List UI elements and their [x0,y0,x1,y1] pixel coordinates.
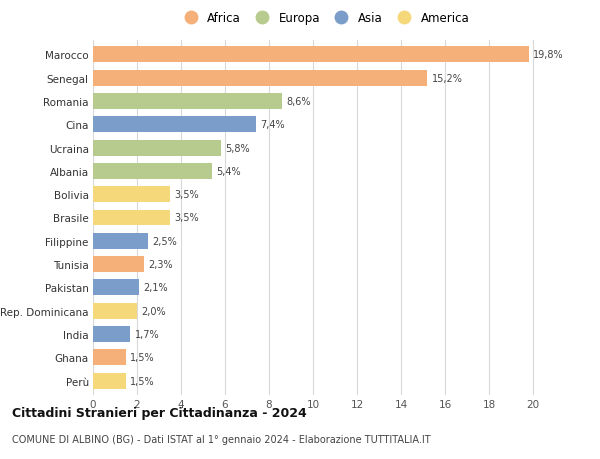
Bar [93,280,139,296]
Text: Cittadini Stranieri per Cittadinanza - 2024: Cittadini Stranieri per Cittadinanza - 2… [12,406,307,419]
Bar [93,257,143,273]
Text: 5,8%: 5,8% [225,143,250,153]
Text: 3,5%: 3,5% [175,190,199,200]
Bar [93,303,137,319]
Bar [93,210,170,226]
Text: 19,8%: 19,8% [533,50,563,60]
Text: 1,5%: 1,5% [130,353,155,363]
Bar [93,373,126,389]
Text: 1,7%: 1,7% [135,329,160,339]
Bar [93,47,529,63]
Bar [93,140,221,156]
Text: 15,2%: 15,2% [432,73,463,84]
Text: 7,4%: 7,4% [260,120,285,130]
Bar [93,187,170,203]
Text: 2,5%: 2,5% [152,236,177,246]
Bar [93,233,148,249]
Bar [93,71,427,86]
Bar [93,350,126,365]
Text: 2,0%: 2,0% [142,306,166,316]
Bar [93,326,130,342]
Text: 3,5%: 3,5% [175,213,199,223]
Legend: Africa, Europa, Asia, America: Africa, Europa, Asia, America [175,8,473,28]
Bar [93,117,256,133]
Text: 8,6%: 8,6% [287,97,311,107]
Text: 5,4%: 5,4% [216,167,241,177]
Text: 1,5%: 1,5% [130,376,155,386]
Bar [93,163,212,179]
Text: COMUNE DI ALBINO (BG) - Dati ISTAT al 1° gennaio 2024 - Elaborazione TUTTITALIA.: COMUNE DI ALBINO (BG) - Dati ISTAT al 1°… [12,434,431,444]
Text: 2,1%: 2,1% [143,283,168,293]
Bar [93,94,282,110]
Text: 2,3%: 2,3% [148,259,173,269]
